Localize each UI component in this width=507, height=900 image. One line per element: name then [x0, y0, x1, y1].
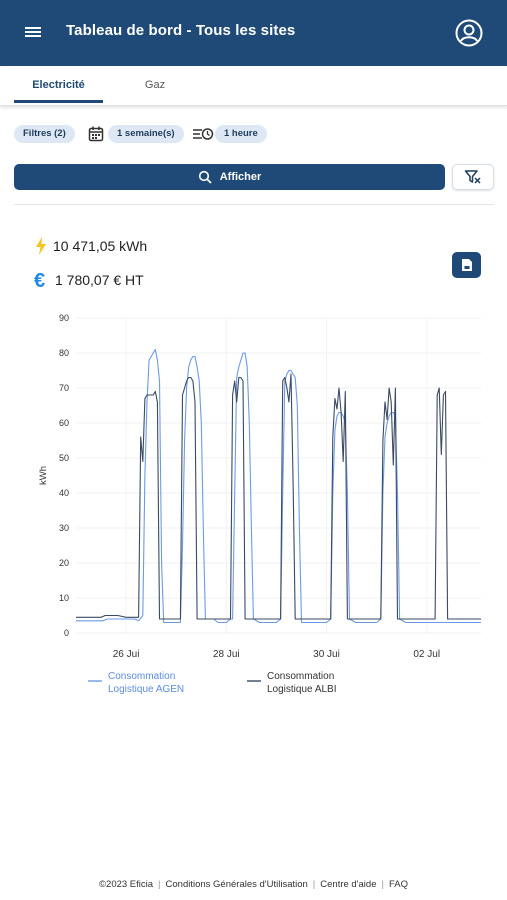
cost-value: 1 780,07 € HT — [55, 272, 144, 288]
x-tick-label: 26 Jui — [113, 649, 140, 660]
energy-tabs: Electricité Gaz — [0, 66, 507, 106]
clear-filters-button[interactable] — [452, 164, 494, 190]
app-bar: Tableau de bord - Tous les sites — [0, 0, 507, 66]
account-icon[interactable] — [455, 19, 483, 47]
legend-label-2: Consommation — [267, 671, 334, 682]
export-button[interactable] — [452, 252, 481, 278]
y-tick-label: 50 — [59, 453, 69, 463]
tab-electricite[interactable]: Electricité — [32, 79, 85, 91]
step-icon[interactable] — [192, 125, 214, 143]
cost-kpi: € 1 780,07 € HT — [34, 270, 144, 290]
energy-kpi: 10 471,05 kWh — [34, 236, 147, 256]
active-tab-indicator — [14, 100, 103, 103]
y-tick-label: 70 — [59, 383, 69, 393]
footer-help-link[interactable]: Centre d'aide — [320, 879, 377, 890]
section-divider — [14, 204, 494, 205]
show-button-label: Afficher — [219, 171, 262, 183]
show-button[interactable]: Afficher — [14, 164, 445, 190]
series-line-1 — [76, 348, 481, 624]
legend-label-1: Consommation — [108, 671, 175, 682]
footer: ©2023 Eficia | Conditions Générales d'Util… — [99, 879, 408, 890]
y-tick-label: 60 — [59, 418, 69, 428]
y-tick-label: 10 — [59, 593, 69, 603]
footer-cgu-link[interactable]: Conditions Générales d'Utilisation — [165, 879, 308, 890]
footer-faq-link[interactable]: FAQ — [388, 879, 408, 890]
y-tick-label: 80 — [59, 348, 69, 358]
bolt-icon — [36, 237, 46, 255]
x-tick-label: 28 Jui — [213, 649, 240, 660]
x-tick-label: 30 Jui — [313, 649, 340, 660]
series-line-2 — [76, 373, 481, 620]
energy-value: 10 471,05 kWh — [53, 238, 148, 254]
filters-chip[interactable]: Filtres (2) — [14, 125, 75, 143]
y-axis-label: kWh — [38, 466, 49, 485]
filter-clear-icon — [464, 170, 481, 184]
y-tick-label: 40 — [59, 488, 69, 498]
y-tick-label: 20 — [59, 558, 69, 568]
euro-icon: € — [34, 270, 45, 290]
footer-copyright: ©2023 Eficia — [99, 879, 154, 890]
y-tick-label: 30 — [59, 523, 69, 533]
y-tick-label: 90 — [59, 313, 69, 323]
period-chip[interactable]: 1 semaine(s) — [108, 125, 184, 143]
menu-icon[interactable] — [23, 22, 43, 42]
calendar-icon[interactable] — [87, 125, 105, 143]
file-export-icon — [461, 259, 472, 271]
y-tick-label: 0 — [64, 628, 69, 638]
legend-label-1: Logistique AGEN — [108, 684, 184, 695]
search-icon — [198, 170, 212, 184]
consumption-chart: 0 10 20 30 40 50 60 70 80 90 26 Jui 28 Jui 30 Jui 02 … — [38, 313, 481, 695]
x-tick-label: 02 Jul — [413, 649, 440, 660]
step-chip[interactable]: 1 heure — [215, 125, 267, 143]
legend-label-2: Logistique ALBI — [267, 684, 337, 695]
svg-text:€: € — [34, 270, 45, 290]
tab-gaz[interactable]: Gaz — [144, 79, 166, 91]
page-title: Tableau de bord - Tous les sites — [66, 22, 296, 39]
